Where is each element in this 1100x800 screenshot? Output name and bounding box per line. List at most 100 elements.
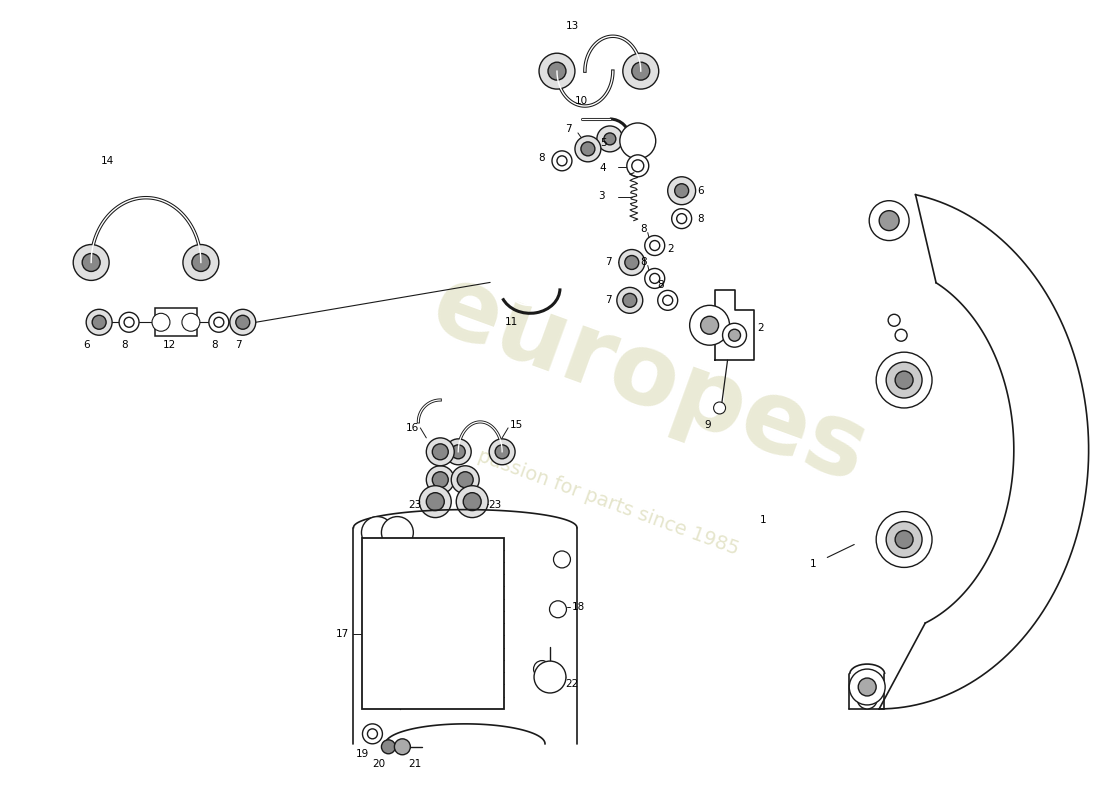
Text: 14: 14 [101, 156, 114, 166]
Circle shape [631, 160, 644, 172]
Text: 8: 8 [697, 214, 704, 224]
Text: 8: 8 [658, 280, 664, 290]
Text: 11: 11 [505, 318, 518, 327]
Circle shape [451, 466, 480, 494]
Circle shape [662, 295, 673, 306]
Circle shape [624, 127, 651, 155]
Circle shape [887, 522, 922, 558]
Text: 12: 12 [163, 340, 176, 350]
Circle shape [419, 486, 451, 518]
Circle shape [427, 438, 454, 466]
Circle shape [617, 287, 642, 314]
Circle shape [74, 245, 109, 281]
Circle shape [857, 689, 877, 709]
Circle shape [432, 444, 449, 460]
Circle shape [124, 318, 134, 327]
Circle shape [672, 209, 692, 229]
Circle shape [895, 371, 913, 389]
Circle shape [82, 254, 100, 271]
Circle shape [382, 661, 399, 678]
Circle shape [575, 136, 601, 162]
Circle shape [552, 151, 572, 170]
Circle shape [625, 255, 639, 270]
Circle shape [676, 214, 686, 224]
Text: 6: 6 [697, 186, 704, 196]
Circle shape [541, 668, 559, 686]
Circle shape [92, 315, 106, 330]
Circle shape [534, 661, 550, 678]
Circle shape [650, 241, 660, 250]
Circle shape [895, 530, 913, 549]
Circle shape [645, 235, 664, 255]
Circle shape [690, 306, 729, 345]
Circle shape [650, 274, 660, 283]
Circle shape [495, 445, 509, 458]
Text: 8: 8 [121, 340, 128, 350]
Text: 22: 22 [565, 679, 579, 689]
Circle shape [604, 133, 616, 145]
Circle shape [451, 445, 465, 458]
Circle shape [581, 142, 595, 156]
Circle shape [701, 316, 718, 334]
Circle shape [630, 134, 645, 148]
Circle shape [877, 352, 932, 408]
Circle shape [182, 314, 200, 331]
Circle shape [534, 661, 566, 693]
Text: 8: 8 [640, 223, 647, 234]
Circle shape [645, 269, 664, 288]
Text: 17: 17 [336, 629, 349, 639]
Bar [366, 661, 383, 671]
Circle shape [895, 330, 908, 342]
Circle shape [597, 126, 623, 152]
Circle shape [887, 362, 922, 398]
Circle shape [152, 314, 170, 331]
Circle shape [364, 551, 381, 568]
Circle shape [368, 523, 386, 542]
Circle shape [674, 184, 689, 198]
Text: 2: 2 [668, 243, 674, 254]
Circle shape [668, 177, 695, 205]
Text: 3: 3 [598, 190, 605, 201]
Circle shape [183, 245, 219, 281]
Circle shape [235, 315, 250, 330]
Text: 4: 4 [600, 163, 606, 173]
Circle shape [553, 551, 571, 568]
Text: 16: 16 [406, 423, 419, 433]
Circle shape [230, 310, 255, 335]
Circle shape [623, 54, 659, 89]
Text: 5: 5 [600, 138, 606, 148]
Text: 8: 8 [538, 153, 544, 163]
Circle shape [119, 312, 139, 332]
Text: 8: 8 [211, 340, 218, 350]
Circle shape [723, 323, 747, 347]
Circle shape [209, 312, 229, 332]
Circle shape [858, 678, 877, 696]
Circle shape [367, 729, 377, 739]
Circle shape [427, 466, 454, 494]
Circle shape [623, 294, 637, 307]
Circle shape [446, 439, 471, 465]
Circle shape [619, 123, 656, 159]
Text: 10: 10 [575, 96, 589, 106]
Circle shape [427, 493, 444, 510]
Circle shape [627, 155, 649, 177]
Text: 23: 23 [488, 500, 502, 510]
Bar [363, 538, 504, 709]
Text: europes: europes [419, 257, 880, 504]
Circle shape [432, 472, 449, 488]
Polygon shape [715, 290, 755, 360]
Text: 7: 7 [605, 295, 612, 306]
Circle shape [619, 250, 645, 275]
Text: 9: 9 [705, 420, 712, 430]
Circle shape [463, 493, 481, 510]
Circle shape [631, 62, 650, 80]
Circle shape [213, 318, 223, 327]
Bar [366, 575, 383, 586]
Circle shape [382, 517, 414, 549]
Text: 2: 2 [758, 323, 764, 334]
Circle shape [877, 512, 932, 567]
Text: 1: 1 [759, 514, 766, 525]
Circle shape [539, 54, 575, 89]
Text: 21: 21 [408, 758, 421, 769]
Text: 15: 15 [510, 420, 524, 430]
